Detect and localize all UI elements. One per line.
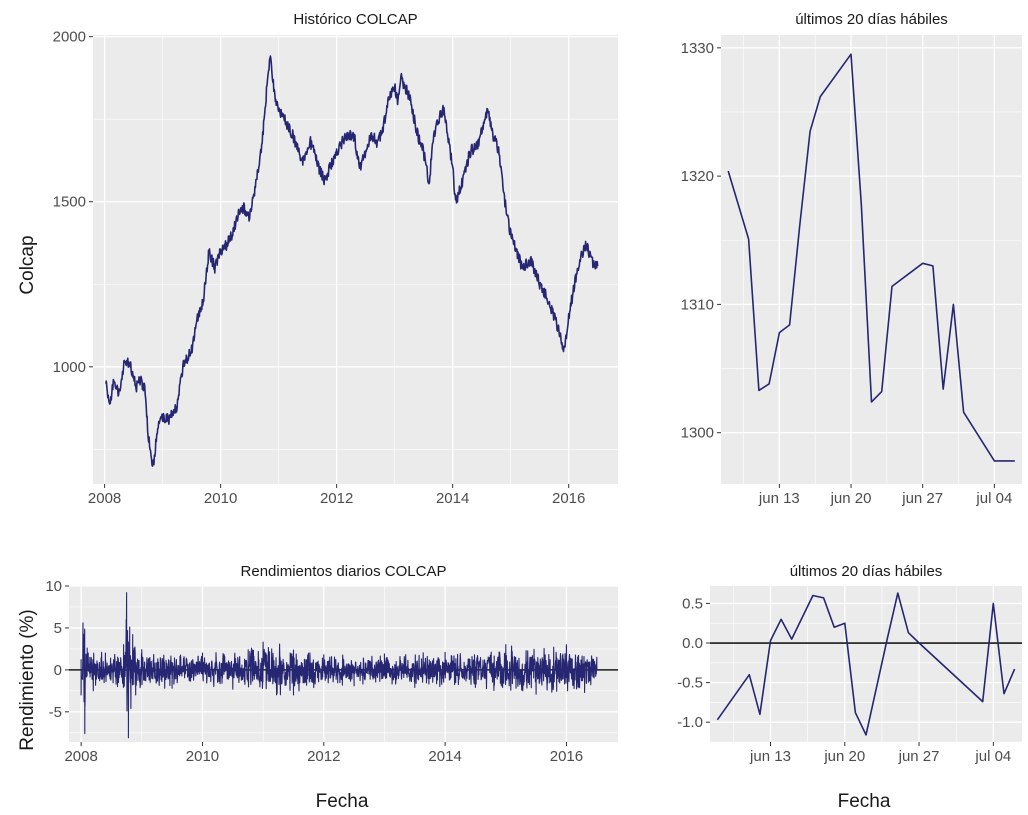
plot-panel <box>721 35 1022 484</box>
y-tick-label: 1300 <box>681 425 714 442</box>
y-tick-label: 0 <box>54 662 62 679</box>
x-tick-label: 2008 <box>64 748 97 765</box>
x-tick-label: jun 27 <box>898 748 940 765</box>
ultimos20-nivel-panel: jun 13 jun 20 jun 27 jul 04 1300 1310 1320 1330… <box>681 11 1022 507</box>
chart-title: últimos 20 días hábiles <box>790 563 943 580</box>
y-tick-label: 2000 <box>53 29 86 46</box>
x-tick-label: jun 20 <box>823 748 865 765</box>
x-tick-label: 2010 <box>186 748 219 765</box>
y-tick-label: -1.0 <box>677 714 703 731</box>
chart-title: últimos 20 días hábiles <box>795 11 948 28</box>
series-line <box>105 55 599 467</box>
y-tick-label: 0.0 <box>682 635 703 652</box>
x-tick-label: 2008 <box>88 490 121 507</box>
chart-title: Histórico COLCAP <box>293 11 417 28</box>
x-tick-label: 2014 <box>436 490 469 507</box>
y-tick-label: 5 <box>54 620 62 637</box>
historico-panel: 2008 2010 2012 2014 2016 1000 1500 2000 Históric… <box>53 11 618 507</box>
ultimos20-rend-panel: jun 13 jun 20 jun 27 jul 04 -1.0 -0.5 0.0 0.5 úl… <box>677 563 1022 765</box>
y-tick-label: -0.5 <box>677 675 703 692</box>
y-tick-label: 10 <box>45 578 62 595</box>
x-tick-label: jun 13 <box>758 490 800 507</box>
y-tick-label: -5 <box>49 704 62 721</box>
x-tick-label: 2014 <box>428 748 461 765</box>
y-tick-label: 1000 <box>53 359 86 376</box>
x-tick-label: jun 20 <box>830 490 872 507</box>
x-tick-label: jun 27 <box>901 490 943 507</box>
series-line <box>80 592 598 739</box>
x-tick-label: 2010 <box>204 490 237 507</box>
y-tick-label: 1310 <box>681 296 714 313</box>
series-line <box>727 53 1015 462</box>
series-line <box>716 592 1016 736</box>
returns-ylabel: Rendimiento (%) <box>17 609 38 751</box>
y-tick-label: 1500 <box>53 194 86 211</box>
x-tick-label: jun 13 <box>749 748 791 765</box>
rendimientos-panel: 2008 2010 2012 2014 2016 -5 0 5 10 Rendimientos d… <box>45 563 618 765</box>
colcap-ylabel: Colcap <box>17 235 38 294</box>
x-tick-label: 2012 <box>307 748 340 765</box>
plot-panel <box>710 586 1022 742</box>
fecha-xlabel-left: Fecha <box>316 791 369 812</box>
y-tick-label: 1320 <box>681 168 714 185</box>
x-tick-label: 2012 <box>320 490 353 507</box>
y-tick-label: 0.5 <box>682 595 703 612</box>
fecha-xlabel-right: Fecha <box>838 791 891 812</box>
x-tick-label: 2016 <box>550 748 583 765</box>
y-tick-label: 1330 <box>681 40 714 57</box>
x-tick-label: jul 04 <box>975 490 1012 507</box>
chart-title: Rendimientos diarios COLCAP <box>241 563 447 580</box>
x-tick-label: 2016 <box>552 490 585 507</box>
x-tick-label: jul 04 <box>974 748 1011 765</box>
